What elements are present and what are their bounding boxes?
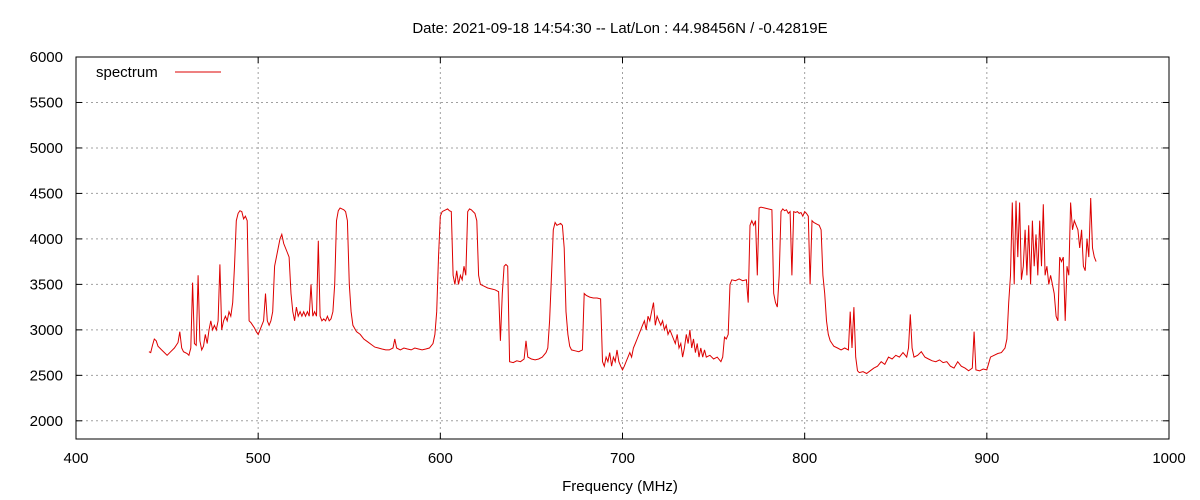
y-tick-label: 4000	[30, 231, 63, 248]
chart-title: Date: 2021-09-18 14:54:30 -- Lat/Lon : 4…	[412, 20, 827, 37]
x-tick-label: 900	[974, 450, 999, 467]
x-tick-label: 800	[792, 450, 817, 467]
grid-lines	[76, 57, 1169, 439]
plot-frame	[75, 56, 1170, 440]
y-tick-label: 2500	[30, 367, 63, 384]
x-tick-label: 400	[63, 450, 88, 467]
legend: spectrum	[96, 64, 221, 81]
y-tick-label: 3500	[30, 276, 63, 293]
y-tick-label: 2000	[30, 413, 63, 430]
y-tick-label: 5500	[30, 94, 63, 111]
y-tick-label: 4500	[30, 185, 63, 202]
x-tick-label: 700	[610, 450, 635, 467]
x-tick-label: 600	[428, 450, 453, 467]
y-tick-label: 5000	[30, 140, 63, 157]
series-layer	[148, 197, 1097, 375]
legend-label-spectrum: spectrum	[96, 64, 158, 81]
x-tick-label: 1000	[1152, 450, 1185, 467]
series-line-spectrum	[148, 197, 1097, 375]
x-axis-tick-labels: 400 500 600 700 800 900 1000	[63, 450, 1185, 467]
y-tick-label: 3000	[30, 322, 63, 339]
x-tick-label: 500	[246, 450, 271, 467]
x-axis-title: Frequency (MHz)	[562, 478, 678, 495]
y-axis-tick-labels: 2000 2500 3000 3500 4000 4500 5000 5500 6000	[30, 49, 63, 430]
y-tick-label: 6000	[30, 49, 63, 66]
